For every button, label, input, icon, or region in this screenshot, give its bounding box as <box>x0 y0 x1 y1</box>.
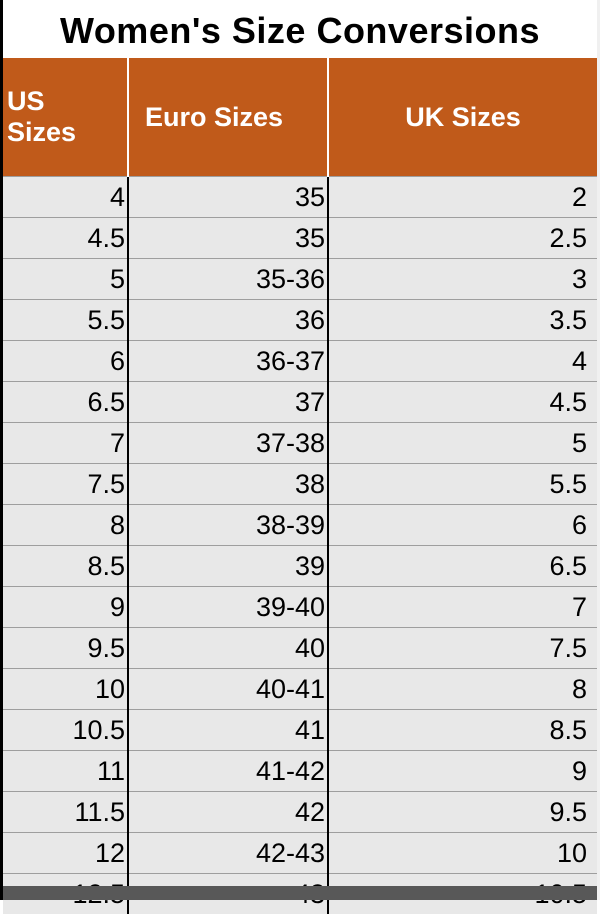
table-row: 9.5407.5 <box>3 628 597 669</box>
table-cell: 6 <box>328 505 597 546</box>
table-cell: 40-41 <box>128 669 328 710</box>
table-cell: 5 <box>3 259 128 300</box>
table-cell: 4.5 <box>3 218 128 259</box>
table-cell: 2.5 <box>328 218 597 259</box>
table-row: 5.5363.5 <box>3 300 597 341</box>
table-row: 1141-429 <box>3 751 597 792</box>
table-cell: 40 <box>128 628 328 669</box>
table-row: 1040-418 <box>3 669 597 710</box>
table-cell: 42-43 <box>128 833 328 874</box>
table-cell: 11 <box>3 751 128 792</box>
table-cell: 10.5 <box>3 710 128 751</box>
table-cell: 4.5 <box>328 382 597 423</box>
col-header-us: US Sizes <box>3 58 128 177</box>
table-row: 11.5429.5 <box>3 792 597 833</box>
table-cell: 35 <box>128 177 328 218</box>
table-cell: 9.5 <box>328 792 597 833</box>
table-cell: 38 <box>128 464 328 505</box>
page-title: Women's Size Conversions <box>3 0 597 58</box>
table-cell: 10 <box>3 669 128 710</box>
table-cell: 39 <box>128 546 328 587</box>
table-cell: 8.5 <box>328 710 597 751</box>
table-header: US Sizes Euro Sizes UK Sizes <box>3 58 597 177</box>
footer-bar <box>3 886 597 900</box>
table-row: 10.5418.5 <box>3 710 597 751</box>
table-cell: 35-36 <box>128 259 328 300</box>
table-cell: 36-37 <box>128 341 328 382</box>
table-body: 43524.5352.5535-3635.5363.5636-3746.5374… <box>3 177 597 914</box>
table-cell: 41 <box>128 710 328 751</box>
table-cell: 5.5 <box>328 464 597 505</box>
table-cell: 37 <box>128 382 328 423</box>
table-row: 1242-4310 <box>3 833 597 874</box>
table-cell: 7 <box>328 587 597 628</box>
size-table: US Sizes Euro Sizes UK Sizes 43524.5352.… <box>3 58 597 914</box>
table-cell: 42 <box>128 792 328 833</box>
table-cell: 39-40 <box>128 587 328 628</box>
table-cell: 11.5 <box>3 792 128 833</box>
table-cell: 7 <box>3 423 128 464</box>
table-cell: 7.5 <box>3 464 128 505</box>
table-cell: 36 <box>128 300 328 341</box>
table-cell: 6.5 <box>3 382 128 423</box>
table-row: 838-396 <box>3 505 597 546</box>
table-row: 636-374 <box>3 341 597 382</box>
table-row: 7.5385.5 <box>3 464 597 505</box>
table-cell: 38-39 <box>128 505 328 546</box>
table-cell: 35 <box>128 218 328 259</box>
table-cell: 6.5 <box>328 546 597 587</box>
table-cell: 8 <box>328 669 597 710</box>
table-cell: 7.5 <box>328 628 597 669</box>
table-cell: 3 <box>328 259 597 300</box>
table-cell: 5.5 <box>3 300 128 341</box>
table-cell: 4 <box>328 341 597 382</box>
table-cell: 10 <box>328 833 597 874</box>
table-row: 737-385 <box>3 423 597 464</box>
table-cell: 8 <box>3 505 128 546</box>
table-cell: 3.5 <box>328 300 597 341</box>
table-row: 535-363 <box>3 259 597 300</box>
table-cell: 37-38 <box>128 423 328 464</box>
table-row: 6.5374.5 <box>3 382 597 423</box>
table-row: 4.5352.5 <box>3 218 597 259</box>
table-cell: 12 <box>3 833 128 874</box>
table-row: 4352 <box>3 177 597 218</box>
page: Women's Size Conversions US Sizes Euro S… <box>0 0 600 900</box>
table-row: 8.5396.5 <box>3 546 597 587</box>
table-cell: 9 <box>3 587 128 628</box>
col-header-euro: Euro Sizes <box>128 58 328 177</box>
col-header-uk: UK Sizes <box>328 58 597 177</box>
table-cell: 41-42 <box>128 751 328 792</box>
table-cell: 9.5 <box>3 628 128 669</box>
table-cell: 5 <box>328 423 597 464</box>
table-cell: 2 <box>328 177 597 218</box>
table-cell: 8.5 <box>3 546 128 587</box>
table-cell: 9 <box>328 751 597 792</box>
table-cell: 4 <box>3 177 128 218</box>
table-cell: 6 <box>3 341 128 382</box>
table-row: 939-407 <box>3 587 597 628</box>
